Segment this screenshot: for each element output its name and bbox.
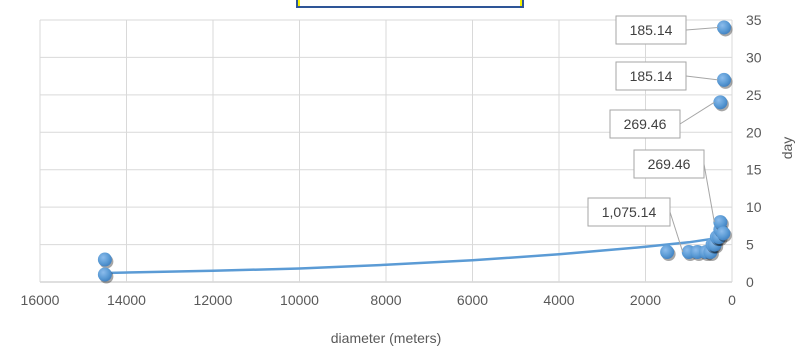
y-tick-label: 30: [746, 49, 762, 65]
x-tick-label: 12000: [194, 292, 233, 308]
y-axis-title: day: [779, 137, 795, 160]
data-point: [716, 72, 731, 87]
y-tick-label: 0: [746, 274, 754, 290]
y-tick-label: 20: [746, 124, 762, 140]
x-axis-ticks: 16000 14000 12000 10000 8000 6000 4000 2000 0: [21, 292, 737, 308]
chart-title-box: [296, 0, 524, 8]
x-tick-label: 6000: [457, 292, 488, 308]
data-label: 1,075.14: [602, 204, 657, 220]
data-label-leader: [685, 75, 719, 81]
data-label-box: [587, 197, 671, 227]
x-tick-label: 16000: [21, 292, 60, 308]
data-label-leader: [703, 163, 715, 223]
y-tick-label: 25: [746, 87, 762, 103]
data-label-box: [609, 109, 681, 139]
y-tick-label: 5: [746, 237, 754, 253]
data-label-leader: [669, 211, 684, 253]
data-label: 185.14: [630, 22, 673, 38]
data-point: [97, 267, 112, 282]
x-tick-label: 14000: [107, 292, 146, 308]
x-tick-label: 4000: [543, 292, 574, 308]
data-label: 185.14: [630, 68, 673, 84]
data-label-box: [615, 15, 687, 45]
data-point: [660, 245, 675, 260]
y-tick-label: 35: [746, 12, 762, 28]
data-point: [713, 95, 728, 110]
data-point: [716, 20, 731, 35]
gridlines: [39, 19, 733, 283]
data-point: [713, 215, 728, 230]
x-tick-label: 0: [728, 292, 736, 308]
data-labels: 185.14 185.14 269.46 269.46 1,075.14: [587, 15, 719, 253]
data-points: [97, 20, 733, 284]
y-axis-ticks: 0 5 10 15 20 25 30 35: [746, 12, 762, 290]
data-label-leader: [685, 26, 719, 31]
x-axis-title: diameter (meters): [331, 330, 441, 346]
trendline: [104, 236, 720, 275]
x-tick-label: 10000: [280, 292, 319, 308]
y-tick-label: 15: [746, 162, 762, 178]
data-label: 269.46: [624, 116, 667, 132]
trendline-path: [104, 236, 720, 275]
data-label-leader: [679, 101, 715, 125]
data-point: [97, 252, 112, 267]
x-tick-label: 8000: [370, 292, 401, 308]
data-label-box: [615, 61, 687, 91]
data-point: [716, 226, 731, 241]
y-tick-label: 10: [746, 199, 762, 215]
data-label-box: [633, 149, 705, 179]
x-tick-label: 2000: [630, 292, 661, 308]
data-label: 269.46: [648, 156, 691, 172]
